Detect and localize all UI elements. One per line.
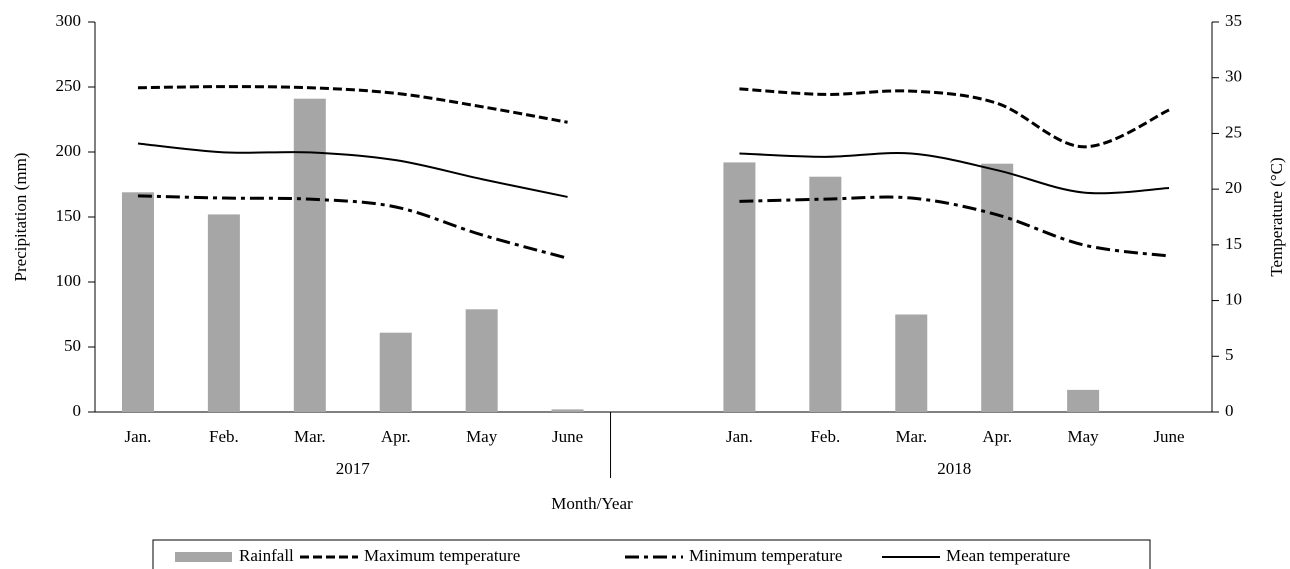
x-tick-label: Jan. (726, 427, 753, 446)
line (137, 85, 1170, 149)
y2-tick-label: 0 (1225, 401, 1234, 420)
x-tick-label: Apr. (982, 427, 1012, 446)
legend-box (152, 539, 1151, 569)
x-tick-label: Mar. (895, 427, 927, 446)
x-tick-label: May (1068, 427, 1100, 446)
bar (121, 192, 154, 412)
legend-label: Maximum temperature (364, 546, 520, 565)
x-tick-label: June (1153, 427, 1184, 446)
bar (465, 309, 498, 412)
bar (981, 163, 1014, 412)
y2-axis-label: Temperature (°C) (1267, 157, 1286, 276)
bar (379, 332, 412, 412)
line (137, 142, 1170, 198)
bar (207, 214, 240, 412)
x-tick-label: Feb. (209, 427, 239, 446)
group-label: 2018 (937, 459, 971, 478)
group-label: 2017 (336, 459, 371, 478)
x-tick-label: Apr. (381, 427, 411, 446)
y-tick-label: 200 (56, 141, 82, 160)
y2-tick-label: 35 (1225, 11, 1242, 30)
bar (293, 98, 326, 412)
line (137, 194, 1170, 260)
bar (1067, 389, 1100, 412)
x-tick-label: Feb. (810, 427, 840, 446)
y2-tick-label: 20 (1225, 178, 1242, 197)
legend-label: Minimum temperature (689, 546, 842, 565)
y-tick-label: 150 (56, 206, 82, 225)
x-tick-label: May (466, 427, 498, 446)
y2-tick-label: 30 (1225, 67, 1242, 86)
x-tick-label: Mar. (294, 427, 326, 446)
bar (809, 176, 842, 412)
bar (551, 409, 584, 412)
x-tick-label: June (552, 427, 583, 446)
y-tick-label: 300 (56, 11, 82, 30)
y2-tick-label: 5 (1225, 345, 1234, 364)
bar (723, 162, 756, 412)
y2-tick-label: 10 (1225, 289, 1242, 308)
y-tick-label: 0 (73, 401, 82, 420)
legend-label: Rainfall (239, 546, 294, 565)
y-tick-label: 50 (64, 336, 81, 355)
y-tick-label: 250 (56, 76, 82, 95)
legend-swatch (175, 552, 232, 562)
x-axis-label: Month/Year (551, 494, 633, 513)
y-tick-label: 100 (56, 271, 82, 290)
bar (895, 314, 928, 412)
y2-tick-label: 25 (1225, 122, 1242, 141)
x-tick-label: Jan. (125, 427, 152, 446)
legend-label: Mean temperature (946, 546, 1070, 565)
y2-tick-label: 15 (1225, 234, 1242, 253)
y-axis-label: Precipitation (mm) (11, 153, 30, 282)
